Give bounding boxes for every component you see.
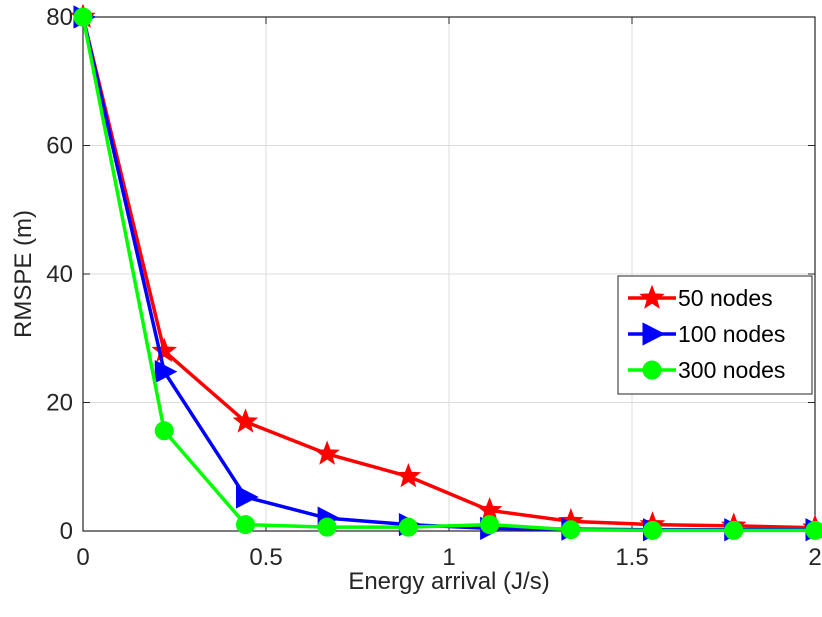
legend-swatch-marker (639, 284, 665, 309)
data-point (805, 520, 822, 540)
legend-item: 100 nodes (628, 321, 785, 347)
data-point (642, 520, 662, 540)
x-axis-label: Energy arrival (J/s) (348, 568, 549, 595)
legend-swatch-marker (642, 360, 662, 380)
legend-label: 100 nodes (678, 321, 785, 347)
legend-label: 300 nodes (678, 357, 785, 383)
y-tick-label: 80 (46, 4, 73, 31)
legend-swatch-marker (642, 322, 666, 346)
data-point (317, 517, 337, 537)
y-tick-label: 40 (46, 261, 73, 288)
axes (82, 16, 816, 532)
legend-item: 50 nodes (628, 284, 773, 311)
data-point (561, 520, 581, 540)
data-point (232, 408, 259, 433)
x-tick-label: 1 (442, 544, 455, 571)
series-line (81, 16, 815, 533)
data-point (398, 517, 418, 537)
x-tick-label: 2 (808, 544, 821, 571)
legend-label: 50 nodes (678, 285, 773, 311)
series-group (70, 3, 822, 542)
y-tick-label: 60 (46, 133, 73, 160)
legend-item: 300 nodes (628, 357, 785, 383)
x-tick-label: 0 (76, 544, 89, 571)
x-tick-label: 1.5 (615, 544, 648, 571)
grid (83, 17, 815, 531)
series-3 (73, 7, 822, 540)
data-point (395, 462, 422, 488)
data-point (154, 360, 178, 384)
data-point (236, 515, 256, 535)
y-tick-label: 20 (46, 390, 73, 417)
data-point (154, 421, 174, 441)
y-tick-label: 0 (60, 518, 73, 545)
data-point (480, 515, 500, 535)
y-axis-label: RMSPE (m) (10, 210, 37, 338)
data-point (236, 485, 259, 509)
legend: 50 nodes 100 nodes 300 nodes (617, 275, 813, 395)
x-tick-label: 0.5 (249, 544, 282, 571)
data-point (724, 520, 744, 540)
series-line (81, 16, 816, 530)
data-point (73, 7, 93, 27)
data-point (314, 440, 340, 465)
data-point (151, 337, 178, 362)
